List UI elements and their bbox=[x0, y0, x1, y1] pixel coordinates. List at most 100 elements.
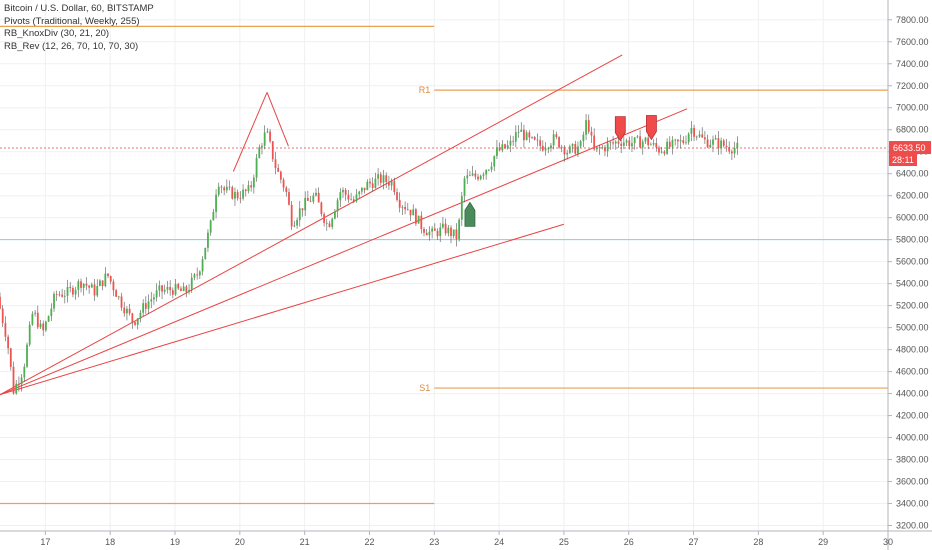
x-tick-label-23: 23 bbox=[429, 537, 439, 547]
candle-body-101 bbox=[271, 141, 274, 160]
candle-body-177 bbox=[477, 176, 479, 180]
y-tick-label-4600: 4600.00 bbox=[896, 367, 929, 377]
candle-body-102 bbox=[274, 159, 277, 169]
candle-body-248 bbox=[668, 141, 671, 147]
candle-body-182 bbox=[490, 166, 493, 170]
candle-body-64 bbox=[171, 290, 174, 295]
candle-body-197 bbox=[531, 137, 533, 138]
candle-body-190 bbox=[512, 140, 515, 142]
candle-body-86 bbox=[231, 187, 234, 199]
candle-body-194 bbox=[523, 129, 525, 141]
candle-body-19 bbox=[50, 308, 53, 317]
candle-body-59 bbox=[158, 285, 161, 291]
candle-body-158 bbox=[425, 232, 428, 236]
candle-body-219 bbox=[590, 131, 593, 136]
candle-body-104 bbox=[279, 171, 282, 180]
candle-body-255 bbox=[687, 133, 690, 143]
candle-body-54 bbox=[144, 303, 147, 309]
candle-body-145 bbox=[390, 181, 393, 186]
candle-body-61 bbox=[163, 289, 166, 292]
rev-indicator-label[interactable]: RB_Rev (12, 26, 70, 10, 70, 30) bbox=[4, 40, 139, 52]
candle-body-14 bbox=[36, 312, 39, 328]
candle-body-198 bbox=[533, 137, 536, 140]
y-tick-label-4200: 4200.00 bbox=[896, 411, 929, 421]
candle-body-109 bbox=[293, 225, 296, 227]
candle-body-200 bbox=[539, 140, 542, 146]
candle-body-65 bbox=[174, 284, 177, 295]
candle-body-73 bbox=[196, 274, 199, 276]
candle-body-270 bbox=[728, 147, 731, 152]
candle-body-18 bbox=[47, 316, 50, 322]
candle-body-201 bbox=[541, 145, 544, 151]
candle-body-246 bbox=[663, 151, 666, 154]
candle-body-39 bbox=[104, 273, 107, 287]
candle-body-138 bbox=[371, 183, 374, 189]
candle-body-129 bbox=[347, 194, 350, 200]
candle-body-142 bbox=[382, 175, 385, 183]
candle-body-179 bbox=[482, 174, 485, 176]
candle-body-164 bbox=[442, 223, 444, 228]
candle-body-216 bbox=[582, 134, 585, 142]
candle-body-116 bbox=[312, 195, 315, 202]
candle-body-172 bbox=[463, 178, 466, 197]
candle-body-163 bbox=[439, 227, 442, 237]
candle-body-131 bbox=[352, 199, 355, 202]
candle-body-245 bbox=[660, 151, 663, 153]
candle-body-37 bbox=[99, 280, 101, 286]
candle-body-82 bbox=[220, 186, 223, 188]
candle-body-151 bbox=[406, 209, 409, 211]
candle-body-207 bbox=[558, 136, 560, 148]
candle-body-98 bbox=[263, 132, 266, 146]
candle-body-92 bbox=[247, 185, 250, 191]
candle-body-193 bbox=[520, 129, 523, 132]
candle-body-176 bbox=[474, 173, 477, 177]
candle-body-251 bbox=[676, 139, 679, 142]
candle-body-26 bbox=[69, 286, 72, 289]
countdown-value: 28:11 bbox=[892, 155, 914, 165]
candle-body-103 bbox=[277, 168, 280, 172]
candle-body-120 bbox=[323, 214, 325, 223]
candle-body-220 bbox=[593, 135, 596, 150]
candle-body-79 bbox=[212, 211, 215, 221]
candle-body-40 bbox=[107, 273, 109, 277]
pivots-indicator-label[interactable]: Pivots (Traditional, Weekly, 255) bbox=[4, 15, 140, 27]
candle-body-3 bbox=[7, 336, 10, 349]
candle-body-231 bbox=[622, 142, 625, 146]
candle-body-232 bbox=[625, 140, 628, 143]
candle-body-152 bbox=[409, 209, 412, 216]
candle-body-43 bbox=[115, 290, 118, 297]
candle-body-156 bbox=[420, 215, 423, 229]
candle-body-114 bbox=[306, 197, 309, 201]
candle-body-140 bbox=[377, 174, 380, 179]
candle-body-78 bbox=[209, 220, 212, 233]
candle-body-80 bbox=[215, 194, 217, 212]
candle-body-254 bbox=[685, 142, 687, 144]
chart-legend: Bitcoin / U.S. Dollar, 60, BITSTAMP Pivo… bbox=[4, 3, 154, 53]
candle-body-195 bbox=[525, 132, 528, 141]
candle-body-124 bbox=[333, 211, 336, 219]
candle-body-212 bbox=[571, 143, 574, 147]
y-tick-label-7200: 7200.00 bbox=[896, 81, 929, 91]
candle-body-63 bbox=[169, 286, 172, 291]
candle-body-21 bbox=[55, 293, 58, 295]
candle-body-4 bbox=[9, 348, 12, 367]
trend-line-2 bbox=[0, 223, 565, 396]
candle-body-132 bbox=[355, 194, 358, 202]
candle-body-122 bbox=[328, 223, 331, 227]
candle-body-74 bbox=[198, 271, 201, 276]
y-tick-label-4000: 4000.00 bbox=[896, 433, 929, 443]
x-tick-label-28: 28 bbox=[753, 537, 763, 547]
candle-body-94 bbox=[252, 177, 255, 188]
candle-body-62 bbox=[166, 286, 169, 290]
bull-marker-0 bbox=[464, 201, 476, 227]
candle-body-139 bbox=[374, 178, 377, 189]
candle-body-148 bbox=[398, 199, 401, 208]
candle-body-218 bbox=[587, 120, 590, 132]
candle-body-107 bbox=[288, 192, 290, 205]
knoxdiv-indicator-label[interactable]: RB_KnoxDiv (30, 21, 20) bbox=[4, 28, 110, 39]
candle-body-238 bbox=[641, 141, 644, 148]
symbol-title[interactable]: Bitcoin / U.S. Dollar, 60, BITSTAMP bbox=[4, 3, 154, 14]
candle-body-202 bbox=[544, 148, 547, 151]
trend-line-4 bbox=[266, 92, 289, 147]
